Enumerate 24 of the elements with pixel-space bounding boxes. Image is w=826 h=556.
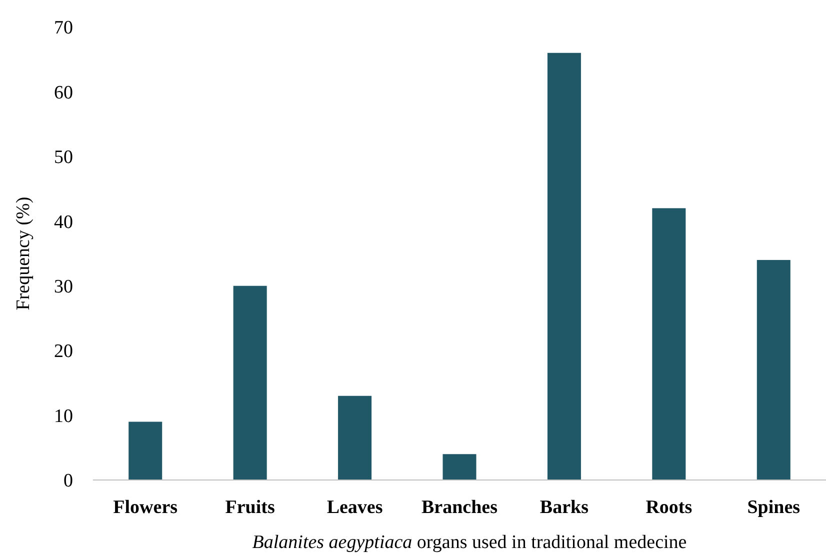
bar xyxy=(128,422,162,480)
y-tick-label: 70 xyxy=(54,18,73,39)
x-tick-label: Roots xyxy=(646,497,692,518)
y-tick-label: 50 xyxy=(54,147,73,168)
y-tick-label: 10 xyxy=(54,406,73,427)
x-tick-label: Branches xyxy=(422,497,498,518)
bar xyxy=(756,260,790,480)
bar xyxy=(652,208,686,480)
y-tick-label: 0 xyxy=(64,470,73,492)
x-tick-label: Barks xyxy=(540,497,589,518)
bar xyxy=(338,396,372,480)
y-tick-label: 40 xyxy=(54,212,73,233)
bar xyxy=(233,286,267,480)
y-tick-label: 20 xyxy=(54,341,73,362)
x-tick-label: Leaves xyxy=(326,497,383,518)
bar xyxy=(442,454,476,480)
bar xyxy=(547,52,581,480)
y-tick-label: 60 xyxy=(54,82,73,104)
x-tick-label: Fruits xyxy=(225,497,275,518)
y-tick-label: 30 xyxy=(54,276,73,298)
x-axis-title: Balanites aegyptiaca organs used in traditional medecine xyxy=(252,532,687,553)
y-axis-title: Frequency (%) xyxy=(13,196,34,310)
x-tick-label: Flowers xyxy=(113,497,178,518)
x-tick-label: Spines xyxy=(747,497,800,518)
